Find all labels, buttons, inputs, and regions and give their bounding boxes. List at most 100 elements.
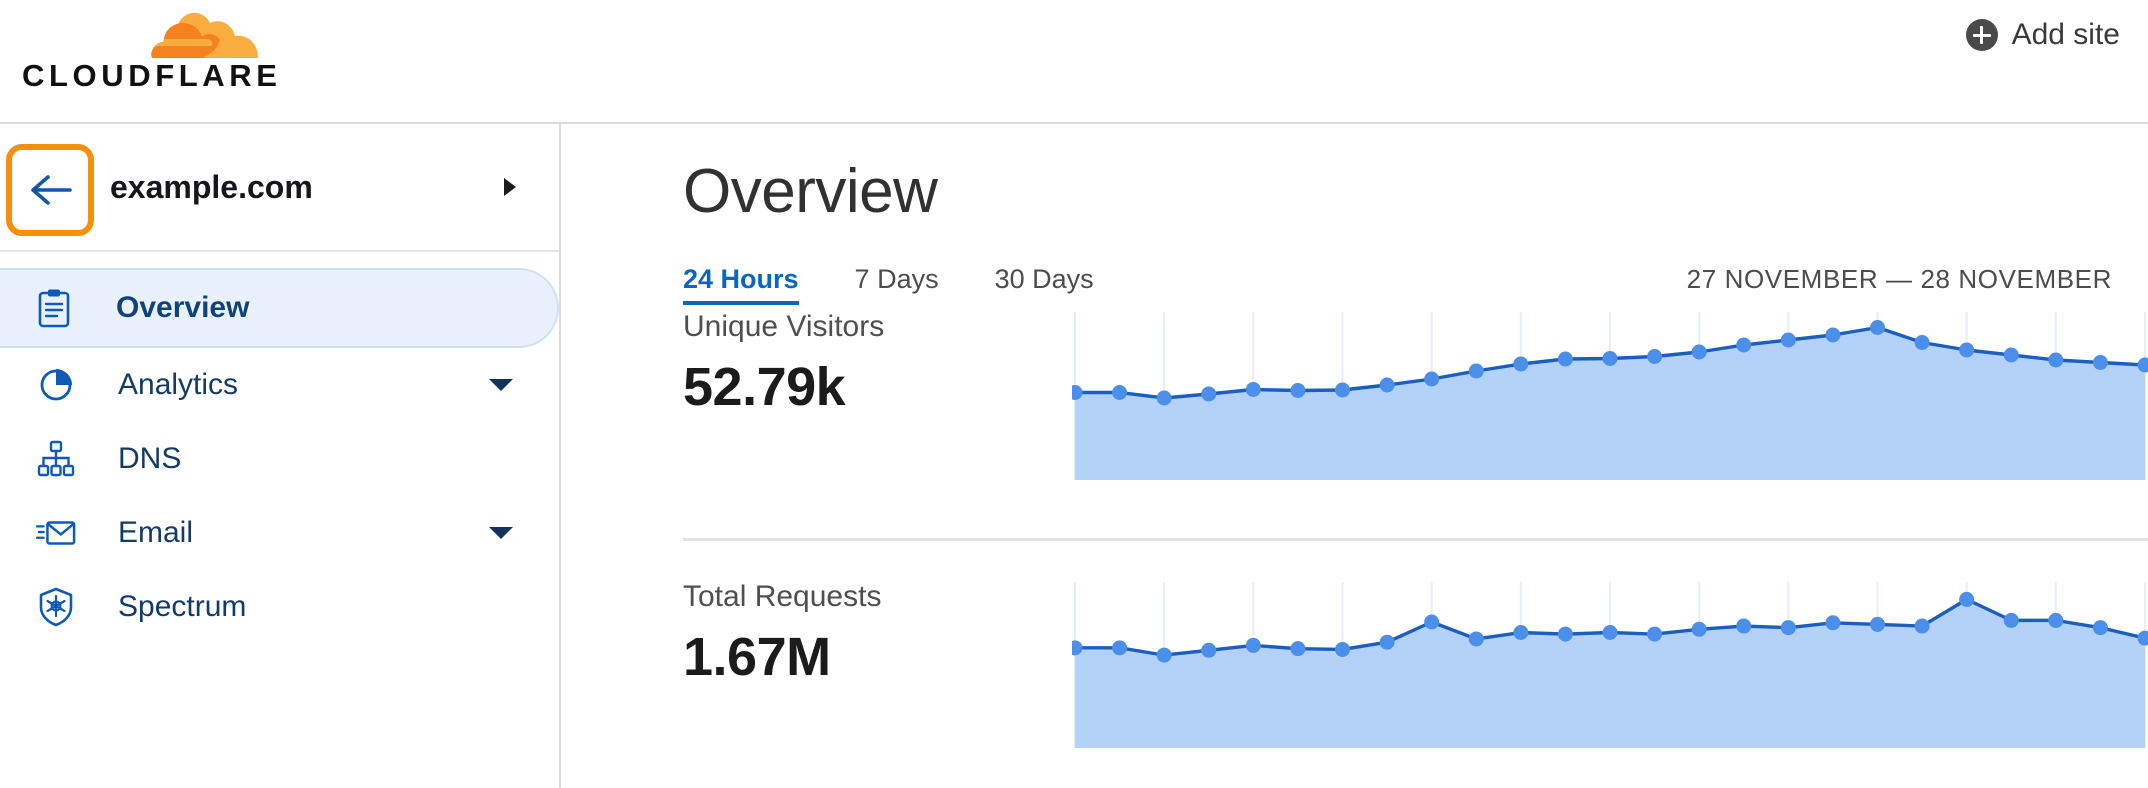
area-fill — [1075, 327, 2145, 480]
metric-label: Total Requests — [683, 580, 882, 613]
area-chart-svg — [1072, 312, 2148, 480]
data-point[interactable] — [2003, 612, 2019, 628]
data-point[interactable] — [1112, 385, 1128, 400]
metric-total-requests: Total Requests 1.67M — [561, 538, 2148, 788]
data-point[interactable] — [1647, 626, 1663, 642]
chevron-down-icon[interactable] — [487, 376, 515, 394]
data-point[interactable] — [1557, 626, 1573, 642]
envelope-icon — [36, 513, 76, 553]
total-requests-chart[interactable] — [1072, 580, 2148, 754]
data-point[interactable] — [1691, 621, 1707, 637]
sidebar: example.com Overview — [0, 124, 561, 788]
data-point[interactable] — [1825, 615, 1841, 631]
sidebar-item-email[interactable]: Email — [0, 496, 559, 570]
data-point[interactable] — [1379, 634, 1395, 650]
arrow-left-icon — [31, 175, 72, 205]
data-point[interactable] — [1736, 337, 1752, 353]
data-point[interactable] — [1914, 618, 1930, 634]
data-point[interactable] — [1072, 385, 1083, 400]
caret-right-icon[interactable] — [501, 176, 519, 198]
sidebar-nav: Overview Analytics — [0, 252, 559, 644]
cloudflare-wordmark: CLOUDFLARE — [22, 58, 282, 93]
metric-unique-visitors: Unique Visitors 52.79k — [561, 310, 2148, 516]
data-point[interactable] — [1156, 647, 1172, 663]
sitemap-icon — [36, 439, 76, 479]
data-point[interactable] — [1959, 342, 1975, 358]
back-button[interactable] — [6, 144, 94, 236]
metric-label: Unique Visitors — [683, 310, 885, 343]
cloudflare-cloud-icon — [151, 12, 258, 58]
data-point[interactable] — [1602, 351, 1618, 366]
data-point[interactable] — [1290, 383, 1306, 398]
metric-value: 1.67M — [683, 627, 831, 687]
data-point[interactable] — [1201, 386, 1217, 402]
data-point[interactable] — [1156, 390, 1172, 406]
chevron-down-icon[interactable] — [487, 524, 515, 542]
clipboard-icon — [34, 288, 74, 328]
sidebar-item-label: DNS — [118, 442, 182, 475]
sidebar-item-label: Email — [118, 516, 194, 549]
data-point[interactable] — [1513, 356, 1529, 372]
app-header: CLOUDFLARE Add site — [0, 0, 2148, 124]
shield-icon — [36, 587, 76, 627]
data-point[interactable] — [1557, 351, 1573, 367]
data-point[interactable] — [1780, 620, 1796, 636]
data-point[interactable] — [2137, 630, 2148, 646]
date-range-label: 27 NOVEMBER — 28 NOVEMBER — [1686, 264, 2112, 294]
data-point[interactable] — [1379, 377, 1395, 393]
tab-7-days[interactable]: 7 Days — [854, 264, 939, 294]
data-point[interactable] — [1691, 344, 1707, 360]
unique-visitors-chart[interactable] — [1072, 310, 2148, 486]
data-point[interactable] — [1201, 642, 1217, 658]
data-point[interactable] — [1335, 382, 1350, 398]
data-point[interactable] — [2003, 347, 2019, 363]
data-point[interactable] — [2092, 355, 2108, 370]
main-content: Overview 24 Hours 7 Days 30 Days 27 NOVE… — [561, 124, 2148, 788]
area-fill — [1075, 599, 2145, 748]
data-point[interactable] — [1112, 640, 1128, 656]
data-point[interactable] — [2137, 357, 2148, 373]
area-chart-svg — [1072, 582, 2148, 748]
nav-spacer — [0, 256, 559, 268]
data-point[interactable] — [2092, 620, 2108, 636]
data-point[interactable] — [1468, 363, 1484, 379]
data-point[interactable] — [1647, 349, 1663, 364]
sidebar-item-analytics[interactable]: Analytics — [0, 348, 559, 422]
site-selector[interactable]: example.com — [0, 124, 559, 252]
data-point[interactable] — [1914, 335, 1930, 350]
data-point[interactable] — [1245, 382, 1261, 397]
add-site-button[interactable]: Add site — [1965, 18, 2120, 52]
tab-24-hours[interactable]: 24 Hours — [683, 264, 799, 305]
data-point[interactable] — [1780, 332, 1796, 348]
section-divider — [683, 538, 2148, 541]
data-point[interactable] — [2048, 612, 2064, 628]
page-title: Overview — [683, 157, 938, 226]
data-point[interactable] — [1825, 327, 1841, 343]
data-point[interactable] — [1870, 616, 1885, 632]
data-point[interactable] — [1424, 371, 1440, 387]
data-point[interactable] — [1290, 641, 1306, 657]
data-point[interactable] — [1335, 641, 1350, 657]
time-range-tabs: 24 Hours 7 Days 30 Days — [683, 264, 1150, 305]
data-point[interactable] — [1072, 640, 1083, 656]
data-point[interactable] — [1424, 614, 1440, 630]
sidebar-item-dns[interactable]: DNS — [0, 422, 559, 496]
sidebar-item-label: Analytics — [118, 368, 239, 401]
data-point[interactable] — [1468, 631, 1484, 647]
sidebar-item-label: Overview — [116, 291, 250, 324]
data-point[interactable] — [1245, 637, 1261, 653]
metric-value: 52.79k — [683, 357, 846, 417]
data-point[interactable] — [1513, 625, 1529, 640]
cloudflare-logo[interactable]: CLOUDFLARE — [22, 8, 277, 108]
pie-chart-icon — [36, 365, 76, 405]
tab-30-days[interactable]: 30 Days — [994, 264, 1094, 294]
sidebar-item-overview[interactable]: Overview — [0, 268, 559, 348]
data-point[interactable] — [2048, 352, 2064, 368]
data-point[interactable] — [1870, 320, 1885, 335]
data-point[interactable] — [1959, 591, 1975, 607]
sidebar-item-spectrum[interactable]: Spectrum — [0, 570, 559, 644]
data-point[interactable] — [1736, 618, 1752, 634]
data-point[interactable] — [1602, 625, 1618, 640]
sidebar-item-label: Spectrum — [118, 590, 247, 623]
plus-circle-icon — [1965, 19, 1998, 51]
